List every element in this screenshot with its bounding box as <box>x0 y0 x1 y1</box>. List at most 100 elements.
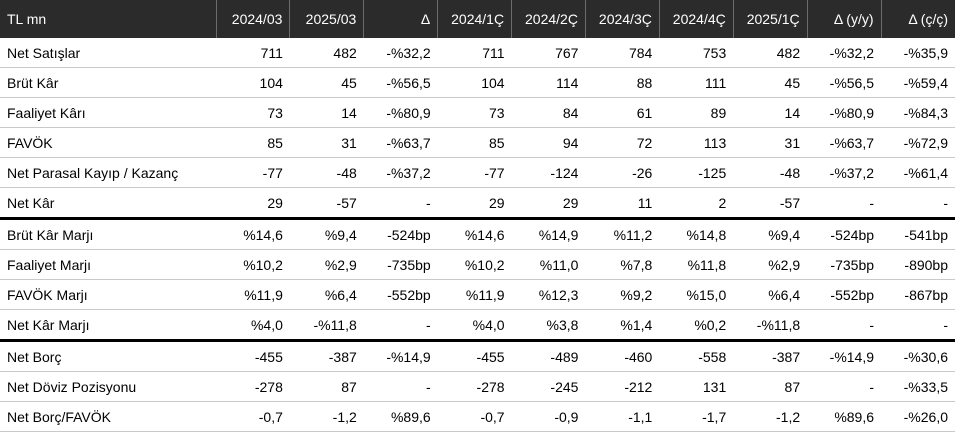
table-cell: -552bp <box>807 279 882 310</box>
table-cell: %9,4 <box>733 218 808 250</box>
table-cell: -1,7 <box>659 401 734 432</box>
table-cell: %10,2 <box>437 249 512 280</box>
table-cell: %89,6 <box>363 401 438 432</box>
table-cell: %14,6 <box>437 218 512 250</box>
table-cell: -%80,9 <box>363 97 438 128</box>
table-cell: %6,4 <box>289 279 364 310</box>
table-cell: -0,7 <box>216 401 290 432</box>
table-cell: 784 <box>585 38 660 68</box>
table-cell: %9,4 <box>289 218 364 250</box>
table-cell: 113 <box>659 127 734 158</box>
table-cell: -1,1 <box>585 401 660 432</box>
table-cell: -%32,2 <box>807 38 882 68</box>
table-cell: -1,2 <box>733 401 808 432</box>
table-cell: %14,8 <box>659 218 734 250</box>
table-cell: -48 <box>733 157 808 188</box>
column-header: 2024/3Ç <box>584 0 660 38</box>
table-cell: %11,2 <box>585 218 660 250</box>
table-cell: %10,2 <box>216 249 290 280</box>
table-cell: 114 <box>511 67 586 98</box>
table-cell: 73 <box>216 97 290 128</box>
table-cell: -460 <box>585 340 660 372</box>
table-cell: -278 <box>216 371 290 402</box>
column-header: 2024/03 <box>215 0 290 38</box>
row-label: Faaliyet Marjı <box>0 249 216 280</box>
table-cell: - <box>363 187 438 220</box>
table-row: Net Satışlar 711 482 -%32,2 711 767 784 753 482-… <box>0 38 955 68</box>
table-cell: 45 <box>733 67 808 98</box>
table-cell: -552bp <box>363 279 438 310</box>
table-cell: -57 <box>289 187 364 220</box>
table-cell: -%84,3 <box>881 97 955 128</box>
table-cell: 29 <box>511 187 586 220</box>
table-header: TL mn 2024/03 2025/03 Δ 2024/1Ç 2024/2Ç 2024/3… <box>0 0 955 38</box>
table-cell: -48 <box>289 157 364 188</box>
table-cell: -558 <box>659 340 734 372</box>
column-header: 2025/03 <box>289 0 364 38</box>
column-header: 2024/1Ç <box>437 0 512 38</box>
table-cell: 104 <box>437 67 512 98</box>
table-cell: - <box>363 371 438 402</box>
table-cell: - <box>881 309 955 342</box>
table-cell: -%61,4 <box>881 157 955 188</box>
row-label: Net Döviz Pozisyonu <box>0 371 216 402</box>
table-cell: 31 <box>733 127 808 158</box>
table-cell: -541bp <box>881 218 955 250</box>
table-cell: -%59,4 <box>881 67 955 98</box>
table-cell: %3,8 <box>511 309 586 342</box>
table-cell: 131 <box>659 371 734 402</box>
table-cell: 88 <box>585 67 660 98</box>
table-cell: -%35,9 <box>881 38 955 68</box>
row-label: Brüt Kâr <box>0 67 216 98</box>
table-cell: - <box>881 187 955 220</box>
table-cell: -%63,7 <box>807 127 882 158</box>
row-label: FAVÖK <box>0 127 216 158</box>
row-label: FAVÖK Marjı <box>0 279 216 310</box>
header-row: TL mn 2024/03 2025/03 Δ 2024/1Ç 2024/2Ç 2024/3… <box>0 0 955 38</box>
table-cell: 72 <box>585 127 660 158</box>
table-cell: -125 <box>659 157 734 188</box>
table-cell: 14 <box>733 97 808 128</box>
table-row: Net Döviz Pozisyonu -278 87- -278 -245 -212 13… <box>0 371 955 402</box>
table-cell: %15,0 <box>659 279 734 310</box>
table-cell: -212 <box>585 371 660 402</box>
table-cell: %7,8 <box>585 249 660 280</box>
table-cell: -455 <box>437 340 512 372</box>
table-cell: -0,9 <box>511 401 586 432</box>
table-body: Net Satışlar 711 482 -%32,2 711 767 784 753 482-… <box>0 38 955 432</box>
table-cell: %2,9 <box>289 249 364 280</box>
column-header: Δ (y/y) <box>806 0 882 38</box>
table-cell: 753 <box>659 38 734 68</box>
table-cell: 31 <box>289 127 364 158</box>
table-cell: 104 <box>216 67 290 98</box>
table-cell: -524bp <box>807 218 882 250</box>
table-row: FAVÖK 85 31 -%63,7 85 94 72 113 31 -%63,7 -%72,9 <box>0 127 955 158</box>
table-cell: %14,9 <box>511 218 586 250</box>
table-cell: -%80,9 <box>807 97 882 128</box>
table-row: Net Borç/FAVÖK -0,7 -1,2 %89,6 -0,7 -0,9 -1,1-… <box>0 401 955 432</box>
table-cell: 482 <box>733 38 808 68</box>
table-cell: -%11,8 <box>289 309 364 342</box>
table-cell: %4,0 <box>216 309 290 342</box>
table-cell: -890bp <box>881 249 955 280</box>
column-header: 2024/2Ç <box>511 0 586 38</box>
table-cell: %11,9 <box>437 279 512 310</box>
table-cell: -%26,0 <box>881 401 955 432</box>
table-cell: -735bp <box>363 249 438 280</box>
table-cell: -278 <box>437 371 512 402</box>
table-row: Net Kâr 29 -57-29 29 11 2 -57- - <box>0 187 955 220</box>
table-row: Net Borç -455 -387 -%14,9 -455 -489 -460 -558 -3… <box>0 340 955 372</box>
table-cell: %11,0 <box>511 249 586 280</box>
table-cell: -%14,9 <box>807 340 882 372</box>
table-cell: 14 <box>289 97 364 128</box>
table-cell: -57 <box>733 187 808 220</box>
table-cell: -%32,2 <box>363 38 438 68</box>
row-label: Net Borç/FAVÖK <box>0 401 216 432</box>
table-cell: - <box>807 371 882 402</box>
table-cell: 711 <box>216 38 290 68</box>
table-cell: %89,6 <box>807 401 882 432</box>
table-cell: - <box>807 309 882 342</box>
row-label: Net Kâr Marjı <box>0 309 216 342</box>
table-cell: %1,4 <box>585 309 660 342</box>
